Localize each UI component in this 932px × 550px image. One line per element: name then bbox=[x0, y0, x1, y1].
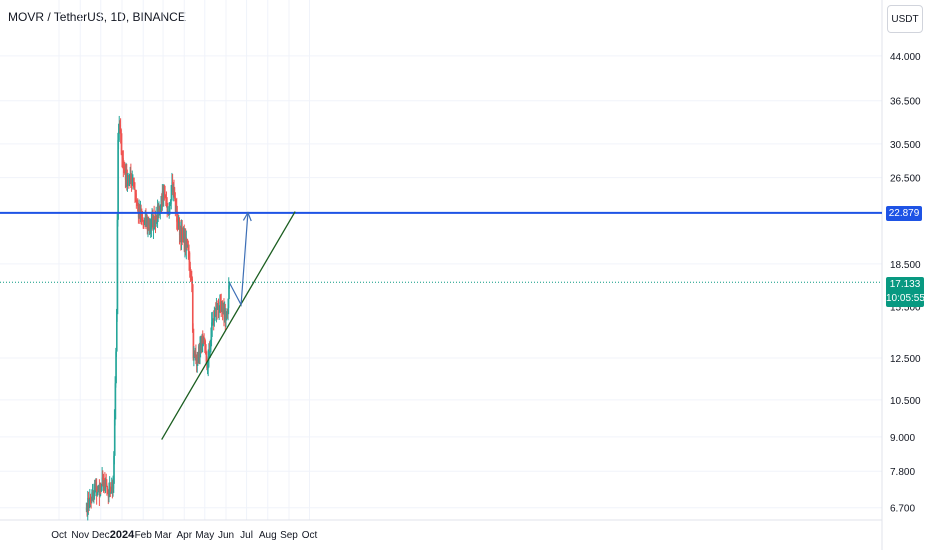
level-price-badge: 22.879 bbox=[886, 206, 922, 221]
candle-body bbox=[218, 311, 221, 313]
candle-body bbox=[142, 217, 144, 221]
countdown-timer: 10:05:55 bbox=[886, 293, 925, 304]
candle-body bbox=[96, 486, 98, 496]
symbol-title: MOVR / TetherUS, 1D, BINANCE bbox=[8, 10, 186, 24]
candle-body bbox=[174, 199, 177, 212]
time-tick-label: Sep bbox=[280, 530, 298, 541]
candle-body bbox=[211, 322, 213, 337]
candle-body bbox=[129, 178, 131, 185]
time-tick-label: Feb bbox=[135, 530, 153, 541]
price-tick-label: 30.500 bbox=[890, 140, 921, 151]
candle-body bbox=[205, 351, 208, 362]
last-price-value: 17.133 bbox=[889, 279, 921, 290]
projection-path[interactable] bbox=[228, 212, 249, 307]
price-tick-label: 26.500 bbox=[890, 174, 921, 185]
candle-body bbox=[204, 344, 207, 352]
candle-body bbox=[192, 328, 195, 358]
projection-arrowhead bbox=[242, 211, 252, 222]
candle-body bbox=[97, 486, 100, 493]
candle-body bbox=[113, 455, 115, 484]
grid bbox=[0, 0, 883, 550]
candle-body bbox=[96, 492, 99, 496]
candle-body bbox=[122, 160, 125, 169]
price-tick-label: 6.700 bbox=[890, 504, 915, 515]
candle-body bbox=[210, 336, 213, 347]
candle-body bbox=[108, 488, 111, 498]
candle-body bbox=[117, 139, 119, 220]
candle-body bbox=[113, 419, 116, 456]
candle-body bbox=[105, 479, 108, 486]
price-tick-label: 9.000 bbox=[890, 433, 915, 444]
time-tick-label: May bbox=[195, 530, 214, 541]
time-tick-label: Apr bbox=[176, 530, 192, 541]
candle-body bbox=[115, 351, 117, 384]
candle-body bbox=[199, 345, 202, 358]
time-tick-label: Jul bbox=[240, 530, 253, 541]
price-tick-label-hidden: 15.500 bbox=[890, 302, 921, 313]
candle-body bbox=[120, 133, 123, 155]
time-tick-label: Oct bbox=[302, 530, 318, 541]
time-tick-label: Jun bbox=[218, 530, 234, 541]
candle-body bbox=[186, 238, 189, 248]
price-tick-label: 44.000 bbox=[890, 52, 921, 63]
candle-body bbox=[169, 204, 171, 207]
time-tick-label: Nov bbox=[71, 530, 89, 541]
ascending-trendline[interactable] bbox=[161, 211, 296, 440]
candle-body bbox=[116, 219, 119, 315]
candle-body bbox=[189, 261, 191, 270]
currency-button[interactable]: USDT bbox=[887, 5, 923, 33]
price-tick-label: 18.500 bbox=[890, 260, 921, 271]
candle-body bbox=[150, 219, 153, 228]
time-tick-label: 2024 bbox=[110, 529, 135, 541]
last-price-badge: 17.133 10:05:55 bbox=[886, 277, 925, 307]
time-axis[interactable]: Oct Nov Dec 2024 Feb Mar Apr May Jun Jul Aug Sep Oct bbox=[51, 529, 317, 541]
time-tick-label: Aug bbox=[259, 530, 277, 541]
price-tick-label: 36.500 bbox=[890, 97, 921, 108]
candle-body bbox=[228, 285, 230, 300]
candle-body bbox=[133, 177, 135, 187]
candles bbox=[85, 115, 231, 521]
candle-body bbox=[114, 383, 117, 420]
candle-body bbox=[115, 314, 118, 352]
candle-body bbox=[164, 194, 167, 197]
time-tick-label: Dec bbox=[92, 530, 110, 541]
price-tick-label: 10.500 bbox=[890, 396, 921, 407]
time-tick-label: Oct bbox=[51, 530, 67, 541]
candle-body bbox=[225, 314, 228, 321]
time-tick-label: Mar bbox=[154, 530, 172, 541]
candle-body bbox=[170, 185, 173, 201]
candle-body bbox=[94, 489, 96, 493]
candle-body bbox=[134, 189, 137, 194]
drawings bbox=[0, 211, 882, 440]
price-axis[interactable]: 44.000 36.500 30.500 26.500 18.500 12.500 10.5… bbox=[890, 52, 921, 515]
candle-body bbox=[88, 507, 91, 509]
candle-body bbox=[201, 335, 204, 353]
candle-body bbox=[191, 284, 194, 329]
candle-body bbox=[109, 486, 112, 494]
price-tick-label: 12.500 bbox=[890, 354, 921, 365]
candle-body bbox=[208, 348, 211, 358]
price-tick-label: 7.800 bbox=[890, 467, 915, 478]
